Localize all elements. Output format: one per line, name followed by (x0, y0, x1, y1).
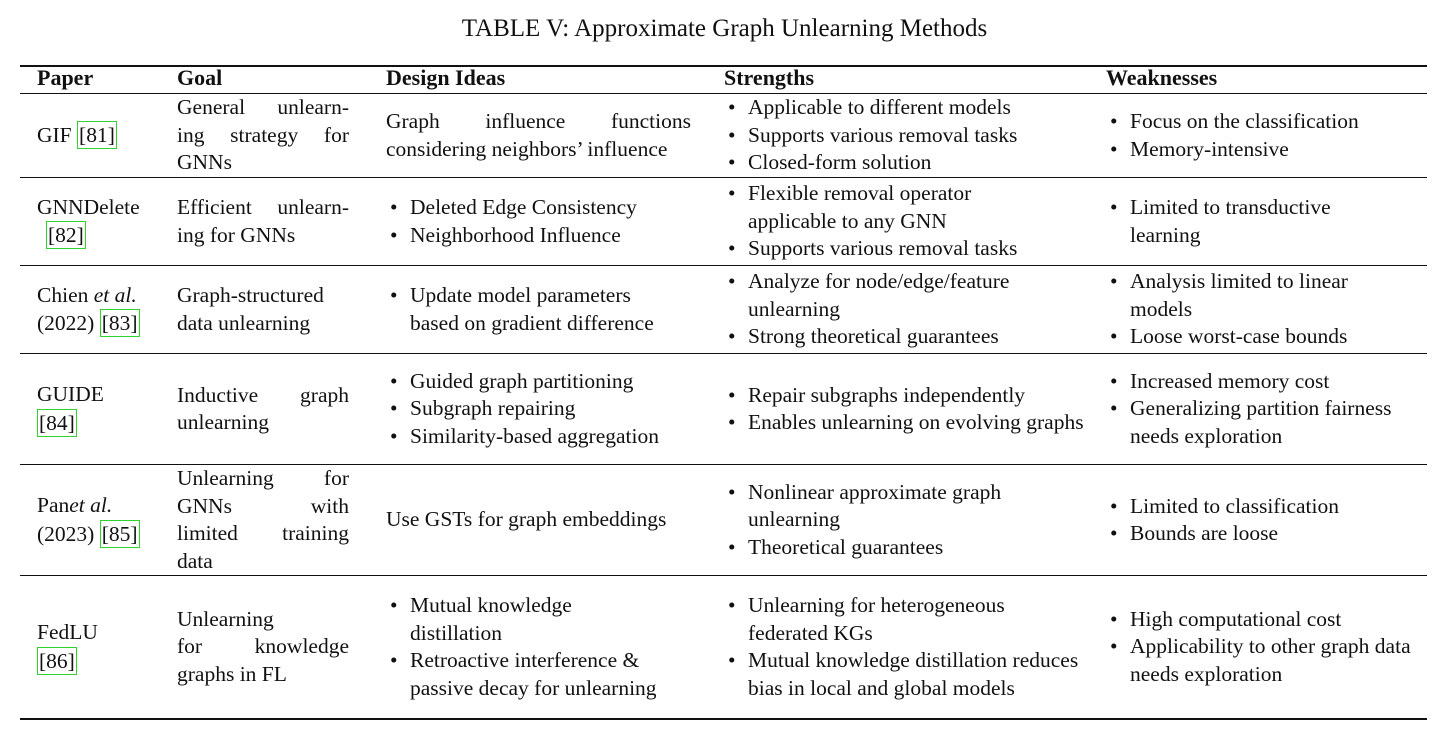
paper-cell: Panet al. (2023) [85] (37, 493, 140, 548)
list-item: Closed-form solution (724, 149, 1074, 177)
list-item: Applicability to other graph data needs … (1106, 633, 1426, 688)
top-rule (20, 65, 1427, 67)
list-item: Memory-intensive (1106, 136, 1426, 164)
table-row: Panet al. (2023) [85] Unlearning for GNN… (0, 465, 1449, 575)
header-paper: Paper (37, 65, 94, 90)
paper-cell: FedLU [86] (37, 620, 98, 675)
table-row: GIF [81] General unlearn- ing strategy f… (0, 94, 1449, 177)
list-item: Applicable to different models (724, 94, 1074, 122)
weaknesses-cell: Increased memory cost Generalizing parti… (1106, 354, 1426, 464)
header-design-ideas: Design Ideas (386, 65, 506, 90)
list-item: Supports various removal tasks (724, 235, 1074, 263)
paper-cell: Chien et al. (2022) [83] (37, 282, 140, 337)
table-row: Chien et al. (2022) [83] Graph-structure… (0, 266, 1449, 353)
list-item: Limited to classification (1106, 493, 1426, 521)
design-cell: Deleted Edge Consistency Neighborhood In… (386, 178, 691, 265)
list-item: Similarity-based aggregation (386, 423, 670, 451)
list-item: Analyze for node/edge/feature unlearning (724, 268, 1058, 323)
table-row: GNNDelete [82] Efficient unlearn- ing fo… (0, 178, 1449, 265)
weaknesses-cell: High computational cost Applicability to… (1106, 576, 1426, 718)
list-item: Neighborhood Influence (386, 222, 691, 250)
list-item: Bounds are loose (1106, 520, 1426, 548)
list-item: Flexible removal operator applicable to … (724, 180, 1028, 235)
list-item: Nonlinear approximate graph unlearning (724, 479, 1058, 534)
header-strengths: Strengths (724, 65, 815, 90)
list-item: Repair subgraphs independently (724, 382, 1074, 410)
list-item: Loose worst-case bounds (1106, 323, 1426, 351)
list-item: Theoretical guarantees (724, 534, 1074, 562)
design-cell: Use GSTs for graph embeddings (386, 507, 667, 532)
design-cell: Mutual knowledge distillation Retroactiv… (386, 576, 691, 718)
weaknesses-cell: Limited to classification Bounds are loo… (1106, 465, 1426, 575)
citation-link[interactable]: [83] (99, 309, 140, 337)
weaknesses-cell: Limited to transductive learning (1106, 178, 1426, 265)
design-cell: Guided graph partitioning Subgraph repai… (386, 354, 691, 464)
row-rule (20, 575, 1427, 577)
strengths-cell: Unlearning for heterogeneous federated K… (724, 576, 1078, 718)
header-goal: Goal (177, 65, 223, 90)
paper-cell: GNNDelete [82] (37, 194, 140, 249)
strengths-cell: Repair subgraphs independently Enables u… (724, 354, 1084, 464)
list-item: Strong theoretical guarantees (724, 323, 1074, 351)
row-rule (20, 464, 1427, 466)
list-item: Mutual knowledge distillation reduces bi… (724, 647, 1093, 702)
header-weaknesses: Weaknesses (1106, 65, 1218, 90)
citation-link[interactable]: [82] (46, 221, 86, 249)
paper-cell: GUIDE [84] (37, 382, 104, 437)
table-row: GUIDE [84] Inductive graph unlearning Gu… (0, 354, 1449, 464)
list-item: Generalizing partition fairness needs ex… (1106, 395, 1420, 450)
row-rule (20, 353, 1427, 355)
bottom-rule (20, 718, 1427, 720)
paper-cell: GIF [81] (37, 121, 117, 150)
table-row: FedLU [86] Unlearning for knowledge grap… (0, 576, 1449, 718)
list-item: Mutual knowledge distillation (386, 592, 630, 647)
list-item: Focus on the classification (1106, 108, 1426, 136)
list-item: Retroactive interference & passive decay… (386, 647, 675, 702)
strengths-cell: Analyze for node/edge/feature unlearning… (724, 266, 1074, 353)
list-item: Analysis limited to linear models (1106, 268, 1410, 323)
table-caption: TABLE V: Approximate Graph Unlearning Me… (461, 15, 988, 42)
row-rule (20, 177, 1427, 179)
weaknesses-cell: Focus on the classification Memory-inten… (1106, 94, 1426, 177)
list-item: Guided graph partitioning (386, 368, 691, 396)
list-item: Increased memory cost (1106, 368, 1426, 396)
strengths-cell: Flexible removal operator applicable to … (724, 178, 1074, 265)
list-item: Deleted Edge Consistency (386, 194, 691, 222)
row-rule (20, 265, 1427, 267)
citation-link[interactable]: [85] (99, 519, 140, 548)
goal-cell: Inductive graph unlearning (177, 382, 349, 435)
weaknesses-cell: Analysis limited to linear models Loose … (1106, 266, 1426, 353)
goal-cell: Unlearning for knowledge graphs in FL (177, 606, 349, 686)
list-item: Subgraph repairing (386, 395, 691, 423)
list-item: High computational cost (1106, 606, 1426, 634)
list-item: Supports various removal tasks (724, 122, 1074, 150)
list-item: Enables unlearning on evolving graphs (724, 409, 1088, 437)
strengths-cell: Nonlinear approximate graph unlearning T… (724, 465, 1074, 575)
list-item: Limited to transductive learning (1106, 194, 1400, 249)
design-cell: Update model parameters based on gradien… (386, 266, 691, 353)
goal-cell: General unlearn- ing strategy for GNNs (177, 95, 349, 175)
goal-cell: Unlearning for GNNs with limited trainin… (177, 466, 349, 573)
list-item: Update model parameters based on gradien… (386, 282, 670, 337)
goal-cell: Efficient unlearn- ing for GNNs (177, 195, 349, 247)
strengths-cell: Applicable to different models Supports … (724, 94, 1074, 177)
design-cell: Graph influence functions considering ne… (386, 109, 691, 161)
citation-link[interactable]: [84] (37, 408, 77, 437)
citation-link[interactable]: [81] (77, 121, 117, 150)
list-item: Unlearning for heterogeneous federated K… (724, 592, 1058, 647)
citation-link[interactable]: [86] (37, 646, 77, 675)
goal-cell: Graph-structured data unlearning (177, 283, 324, 335)
